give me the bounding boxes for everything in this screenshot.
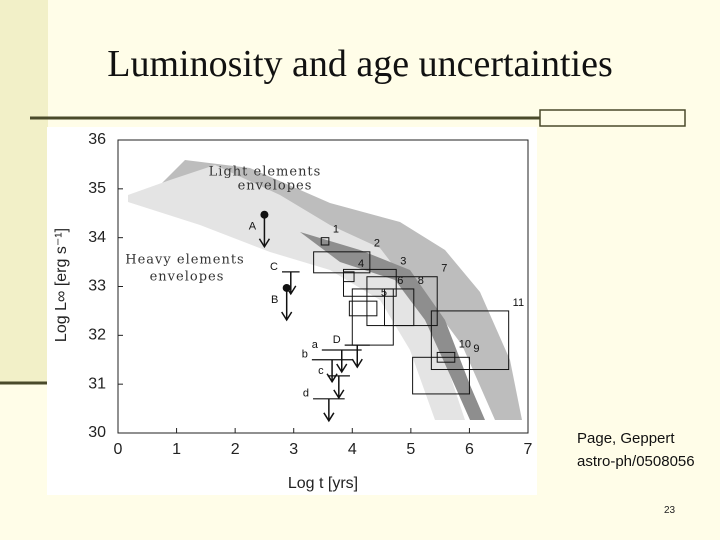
citation: Page, Geppert — [577, 430, 675, 447]
point-label: A — [249, 221, 257, 233]
x-tick-label: 1 — [172, 441, 181, 458]
limit-label: D — [333, 334, 341, 346]
y-tick-label: 36 — [88, 131, 106, 148]
point — [260, 210, 269, 219]
box-label: 8 — [418, 275, 424, 287]
arrow-head — [281, 311, 293, 322]
box-label: 3 — [400, 255, 406, 267]
arrow-head — [285, 285, 297, 296]
error-box — [412, 356, 470, 395]
y-tick-label: 34 — [88, 229, 106, 246]
box-label: 9 — [473, 343, 479, 355]
error-box — [348, 300, 378, 317]
box-label: 2 — [374, 238, 380, 250]
page-number: 23 — [664, 505, 676, 516]
citation: astro-ph/0508056 — [577, 453, 695, 470]
annotation: Heavy elements — [125, 253, 244, 268]
light-band — [128, 165, 465, 420]
x-axis-label: Log t [yrs] — [288, 475, 358, 492]
box-label: 4 — [358, 258, 364, 270]
x-tick-label: 7 — [524, 441, 533, 458]
limit-label: b — [302, 349, 308, 361]
y-tick-label: 33 — [88, 278, 106, 295]
x-tick-label: 6 — [465, 441, 474, 458]
arrow-head — [333, 389, 345, 400]
error-box — [343, 271, 355, 283]
x-tick-label: 0 — [114, 441, 123, 458]
box-label: 6 — [397, 275, 403, 287]
error-box — [436, 351, 456, 363]
error-box — [320, 237, 330, 246]
y-tick-label: 30 — [88, 424, 106, 441]
x-tick-label: 2 — [231, 441, 240, 458]
x-tick-label: 5 — [406, 441, 415, 458]
limit-label: d — [303, 388, 309, 400]
y-tick-label: 35 — [88, 180, 106, 197]
box-label: 10 — [459, 338, 471, 350]
error-box — [313, 251, 371, 274]
slide-title: Luminosity and age uncertainties — [107, 43, 613, 85]
arrow-head — [258, 238, 271, 249]
point-label: B — [271, 294, 278, 306]
arrow-head — [323, 412, 335, 423]
error-box — [351, 288, 394, 346]
arrow-head — [336, 363, 348, 374]
left-band — [0, 0, 48, 383]
annotation: envelopes — [150, 270, 225, 285]
annotation: Light elements — [209, 165, 322, 180]
box-label: 11 — [513, 297, 524, 309]
y-axis-label: Log L∞ [erg s⁻¹] — [53, 228, 70, 342]
box-label: 5 — [381, 287, 387, 299]
annotation: envelopes — [238, 179, 313, 194]
rule-box — [539, 109, 686, 127]
x-tick-label: 4 — [348, 441, 357, 458]
limit-label: c — [318, 365, 324, 377]
x-tick-label: 3 — [289, 441, 298, 458]
error-box — [384, 288, 415, 327]
box-label: 7 — [441, 263, 447, 275]
limit-label: a — [312, 339, 319, 351]
box-label: 1 — [333, 224, 339, 236]
y-tick-label: 32 — [88, 327, 106, 344]
error-box — [430, 310, 510, 371]
y-tick-label: 31 — [88, 375, 106, 392]
error-box — [343, 268, 397, 297]
arrow-head — [351, 358, 363, 369]
limit-label: C — [270, 261, 278, 273]
